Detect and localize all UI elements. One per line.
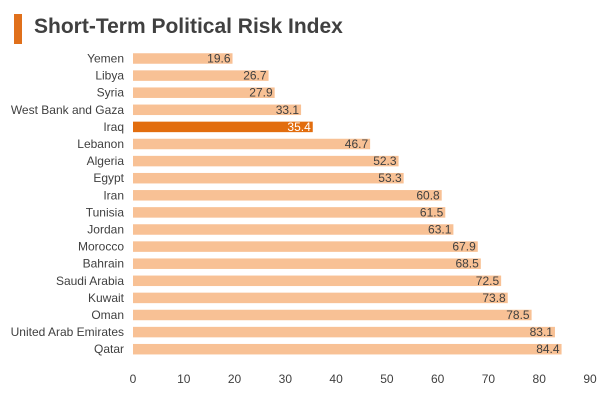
bar <box>133 70 269 81</box>
category-label: United Arab Emirates <box>11 325 124 339</box>
value-label: 68.5 <box>455 257 479 271</box>
bar <box>133 292 508 304</box>
bar <box>133 155 399 167</box>
category-label: Lebanon <box>77 137 124 151</box>
category-label: Iran <box>103 188 124 202</box>
category-label: Jordan <box>87 223 124 237</box>
value-label: 52.3 <box>373 154 397 168</box>
value-labels: 19.6 26.7 27.933.1 35.4 46.7 52.3 53.3 60.8 61.5… <box>207 52 560 357</box>
value-label: 78.5 <box>506 308 530 322</box>
bar <box>133 275 502 287</box>
x-tick-label: 40 <box>329 372 343 386</box>
chart-title: Short-Term Political Risk Index <box>34 15 343 38</box>
category-label: Oman <box>91 308 124 322</box>
value-label: 72.5 <box>476 274 500 288</box>
bar <box>133 138 371 150</box>
category-label: Kuwait <box>88 291 125 305</box>
bar <box>133 309 532 321</box>
x-axis: 0 10 20 30 40 50 60 70 80 90 <box>130 372 597 386</box>
bar <box>133 190 442 201</box>
bar <box>133 241 478 252</box>
category-label: Iraq <box>103 120 124 134</box>
category-label: Yemen <box>87 52 124 66</box>
category-label: Algeria <box>87 154 125 168</box>
x-tick-label: 20 <box>228 372 242 386</box>
bar <box>133 224 454 235</box>
value-label: 33.1 <box>276 103 300 117</box>
category-label: Morocco <box>78 240 124 254</box>
bar <box>133 172 404 184</box>
category-label: Egypt <box>93 171 124 185</box>
x-tick-label: 10 <box>177 372 191 386</box>
value-label: 73.8 <box>482 291 506 305</box>
x-tick-label: 60 <box>431 372 445 386</box>
x-tick-label: 50 <box>380 372 394 386</box>
highlighted-bar <box>133 121 313 133</box>
value-label: 27.9 <box>249 86 273 100</box>
category-label: Tunisia <box>86 205 125 219</box>
x-tick-label: 90 <box>583 372 597 386</box>
value-label: 61.5 <box>420 205 444 219</box>
x-tick-label: 0 <box>130 372 137 386</box>
bar <box>133 87 275 98</box>
value-label: 63.1 <box>428 223 452 237</box>
bar <box>133 104 302 116</box>
value-label: 60.8 <box>416 188 440 202</box>
category-label: Saudi Arabia <box>56 274 124 288</box>
x-tick-label: 80 <box>533 372 547 386</box>
bar <box>133 53 233 64</box>
category-label: West Bank and Gaza <box>11 103 125 117</box>
bar <box>133 343 562 355</box>
value-label: 67.9 <box>452 240 476 254</box>
value-label: 26.7 <box>243 69 267 83</box>
value-label: 53.3 <box>378 171 402 185</box>
x-tick-label: 30 <box>279 372 293 386</box>
category-label: Syria <box>97 86 125 100</box>
category-label: Libya <box>95 69 124 83</box>
bar <box>133 326 555 338</box>
bar <box>133 258 481 269</box>
value-label: 84.4 <box>536 342 560 356</box>
x-tick-label: 70 <box>482 372 496 386</box>
category-labels: Yemen Libya Syria West Bank and Gaza Iraq Leb… <box>11 52 125 357</box>
title-accent-bar <box>14 14 22 44</box>
value-label: 46.7 <box>345 137 369 151</box>
value-label: 19.6 <box>207 52 231 66</box>
value-label: 35.4 <box>287 120 311 134</box>
value-label: 83.1 <box>530 325 554 339</box>
bars <box>133 53 562 355</box>
category-label: Qatar <box>94 342 124 356</box>
category-label: Bahrain <box>83 257 124 271</box>
bar <box>133 207 446 218</box>
